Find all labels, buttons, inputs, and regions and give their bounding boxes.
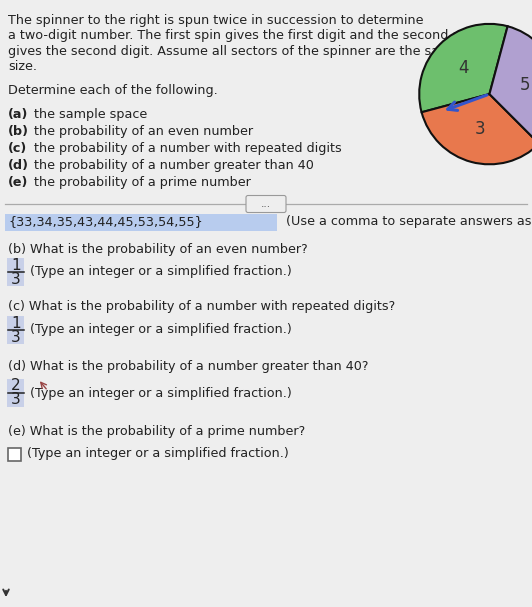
- Text: the sample space: the sample space: [30, 108, 147, 121]
- Text: (d): (d): [8, 159, 29, 172]
- Text: 3: 3: [11, 393, 21, 407]
- Text: ...: ...: [261, 199, 271, 209]
- Text: 1: 1: [11, 257, 21, 273]
- Text: 5: 5: [519, 76, 530, 93]
- Text: 4: 4: [459, 59, 469, 77]
- Text: Determine each of the following.: Determine each of the following.: [8, 84, 218, 97]
- Text: the probability of a number with repeated digits: the probability of a number with repeate…: [30, 142, 342, 155]
- Text: 3: 3: [11, 271, 21, 287]
- Text: (Type an integer or a simplified fraction.): (Type an integer or a simplified fractio…: [30, 265, 292, 279]
- FancyBboxPatch shape: [7, 316, 24, 344]
- Text: (b) What is the probability of an even number?: (b) What is the probability of an even n…: [8, 243, 307, 256]
- Text: (Type an integer or a simplified fraction.): (Type an integer or a simplified fractio…: [30, 387, 292, 399]
- Text: the probability of a number greater than 40: the probability of a number greater than…: [30, 159, 314, 172]
- Text: (d) What is the probability of a number greater than 40?: (d) What is the probability of a number …: [8, 360, 369, 373]
- Text: 3: 3: [475, 120, 485, 138]
- Wedge shape: [421, 94, 532, 164]
- Text: (e): (e): [8, 176, 28, 189]
- Text: 1: 1: [11, 316, 21, 330]
- FancyBboxPatch shape: [7, 258, 24, 286]
- Text: 2: 2: [11, 379, 21, 393]
- Text: (b): (b): [8, 125, 29, 138]
- FancyBboxPatch shape: [7, 379, 24, 407]
- FancyBboxPatch shape: [5, 214, 277, 231]
- Wedge shape: [489, 26, 532, 144]
- Text: (Type an integer or a simplified fraction.): (Type an integer or a simplified fractio…: [30, 324, 292, 336]
- Text: the probability of a prime number: the probability of a prime number: [30, 176, 251, 189]
- Text: the probability of an even number: the probability of an even number: [30, 125, 253, 138]
- Text: (c) What is the probability of a number with repeated digits?: (c) What is the probability of a number …: [8, 300, 395, 313]
- FancyBboxPatch shape: [246, 195, 286, 212]
- Text: size.: size.: [8, 61, 37, 73]
- Bar: [8, 447, 21, 461]
- Text: a two-digit number. The first spin gives the first digit and the second spin: a two-digit number. The first spin gives…: [8, 30, 479, 42]
- Text: (e) What is the probability of a prime number?: (e) What is the probability of a prime n…: [8, 425, 305, 438]
- Wedge shape: [419, 24, 508, 112]
- Text: (Type an integer or a simplified fraction.): (Type an integer or a simplified fractio…: [27, 447, 289, 461]
- Text: (c): (c): [8, 142, 27, 155]
- Text: 3: 3: [11, 330, 21, 345]
- Text: (a): (a): [8, 108, 28, 121]
- Text: {33,34,35,43,44,45,53,54,55}: {33,34,35,43,44,45,53,54,55}: [8, 215, 203, 228]
- Text: (Use a comma to separate answers as needed.): (Use a comma to separate answers as need…: [282, 215, 532, 228]
- Text: The spinner to the right is spun twice in succession to determine: The spinner to the right is spun twice i…: [8, 14, 423, 27]
- Text: gives the second digit. Assume all sectors of the spinner are the same: gives the second digit. Assume all secto…: [8, 45, 459, 58]
